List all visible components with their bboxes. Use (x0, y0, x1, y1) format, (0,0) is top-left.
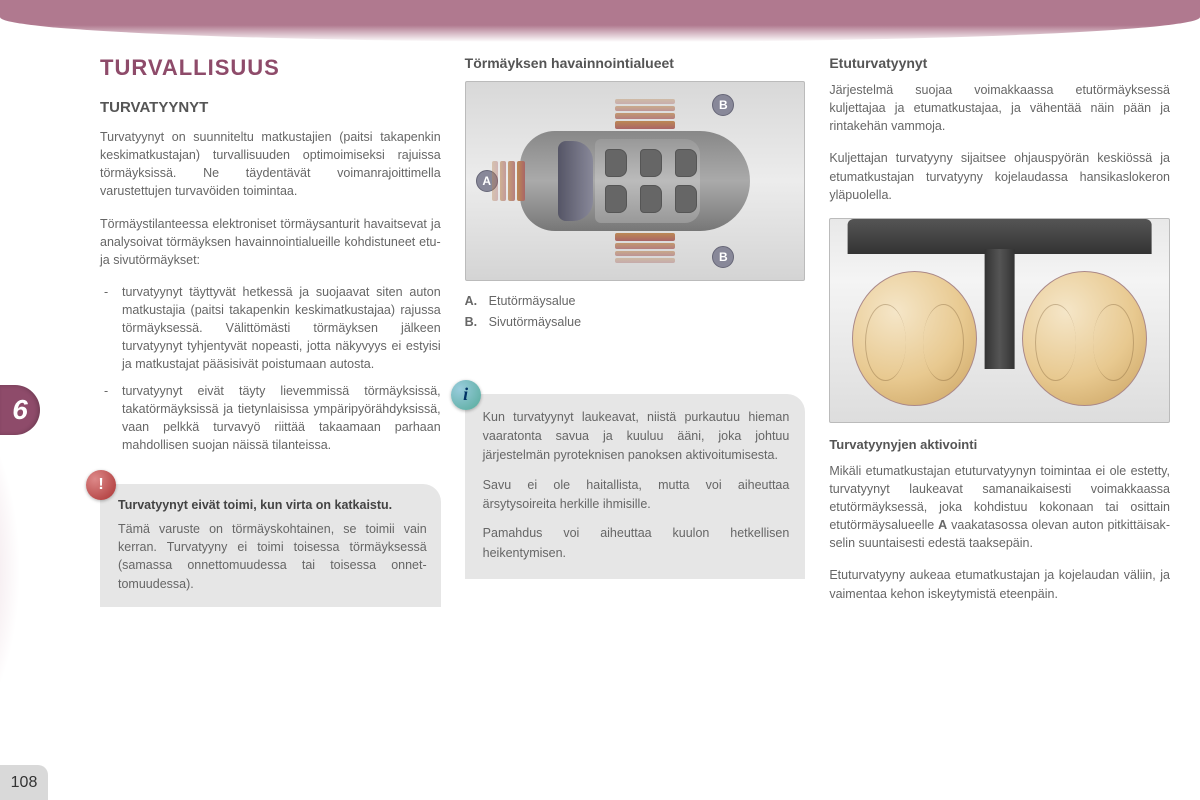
info-paragraph: Kun turvatyynyt laukeavat, niis­tä purka… (483, 408, 790, 466)
chapter-tab: 6 (0, 385, 40, 435)
info-paragraph: Savu ei ole haitallista, mutta voi aiheu… (483, 476, 790, 515)
front-airbag-para-2: Kuljettajan turvatyyny sijaitsee ohja­us… (829, 149, 1170, 203)
info-paragraph: Pamahdus voi aiheuttaa kuulon hetkellise… (483, 524, 790, 563)
seat (640, 149, 662, 177)
warning-icon: ! (86, 470, 116, 500)
seat (605, 149, 627, 177)
vehicle-top-view (520, 131, 750, 231)
airbag-right (1022, 271, 1147, 406)
intro-paragraph-1: Turvatyynyt on suunniteltu matkustaji­en… (100, 128, 441, 201)
column-right: Etuturvatyynyt Järjestelmä suojaa voimak… (829, 55, 1170, 760)
bullet-list: turvatyynyt täyttyvät hetkessä ja suojaa… (100, 283, 441, 462)
activation-heading: Turvatyynyjen aktivointi (829, 437, 1170, 452)
side-impact-bottom (615, 233, 675, 263)
activation-paragraph-2: Etuturvatyyny aukeaa etumatkustajan ja k… (829, 566, 1170, 602)
seat (605, 185, 627, 213)
activation-paragraph-1: Mikäli etumatkustajan etuturvatyynyn toi… (829, 462, 1170, 553)
dash-stem (985, 249, 1015, 369)
front-airbag-diagram (829, 218, 1170, 423)
legend-key: A. (465, 291, 478, 312)
dashboard (847, 219, 1152, 274)
manual-page: 6 108 TURVALLISUUS TURVATYYNYT Turvatyyn… (0, 0, 1200, 800)
warning-callout: ! Turvatyynyt eivät toimi, kun virta on … (100, 484, 441, 607)
airbag-left (852, 271, 977, 406)
side-impact-top (615, 99, 675, 129)
info-icon: i (451, 380, 481, 410)
label-b-bottom-badge: B (712, 246, 734, 268)
impact-zone-diagram: A B B (465, 81, 806, 281)
seat (640, 185, 662, 213)
intro-paragraph-2: Törmäystilanteessa elektroniset tör­mäys… (100, 215, 441, 269)
legend-text: Etutörmäysalue (489, 294, 576, 308)
zone-a-ref: A (938, 518, 947, 532)
legend-text: Sivutörmäysalue (489, 315, 581, 329)
seat (675, 149, 697, 177)
content-grid: TURVALLISUUS TURVATYYNYT Turvatyynyt on … (100, 55, 1170, 760)
front-impact-arrows (492, 161, 522, 201)
column-center: Törmäyksen havainnointialueet A B B A. Et… (465, 55, 806, 760)
legend-row-b: B. Sivutörmäysalue (465, 312, 806, 333)
list-item: turvatyynyt täyttyvät hetkessä ja suojaa… (100, 283, 441, 374)
warning-title: Turvatyynyt eivät toimi, kun virta on ka… (118, 496, 427, 514)
legend-row-a: A. Etutörmäysalue (465, 291, 806, 312)
section-subtitle: TURVATYYNYT (100, 99, 441, 116)
diagram-legend: A. Etutörmäysalue B. Sivutörmäysalue (465, 291, 806, 334)
seat (675, 185, 697, 213)
legend-key: B. (465, 312, 478, 333)
column-left: TURVALLISUUS TURVATYYNYT Turvatyynyt on … (100, 55, 441, 760)
header-curve (0, 0, 1200, 42)
page-title: TURVALLISUUS (100, 55, 441, 81)
diagram-heading: Törmäyksen havainnointialueet (465, 55, 806, 71)
label-b-top-badge: B (712, 94, 734, 116)
list-item: turvatyynyt eivät täyty lievemmis­sä tör… (100, 382, 441, 455)
front-airbag-heading: Etuturvatyynyt (829, 55, 1170, 71)
front-airbag-para-1: Järjestelmä suojaa voimakkaassa etu­törm… (829, 81, 1170, 135)
windshield (558, 141, 593, 221)
info-callout: i Kun turvatyynyt laukeavat, niis­tä pur… (465, 394, 806, 580)
page-number: 108 (0, 765, 48, 800)
warning-body: Tämä varuste on törmäyskoh­tainen, se to… (118, 520, 427, 593)
